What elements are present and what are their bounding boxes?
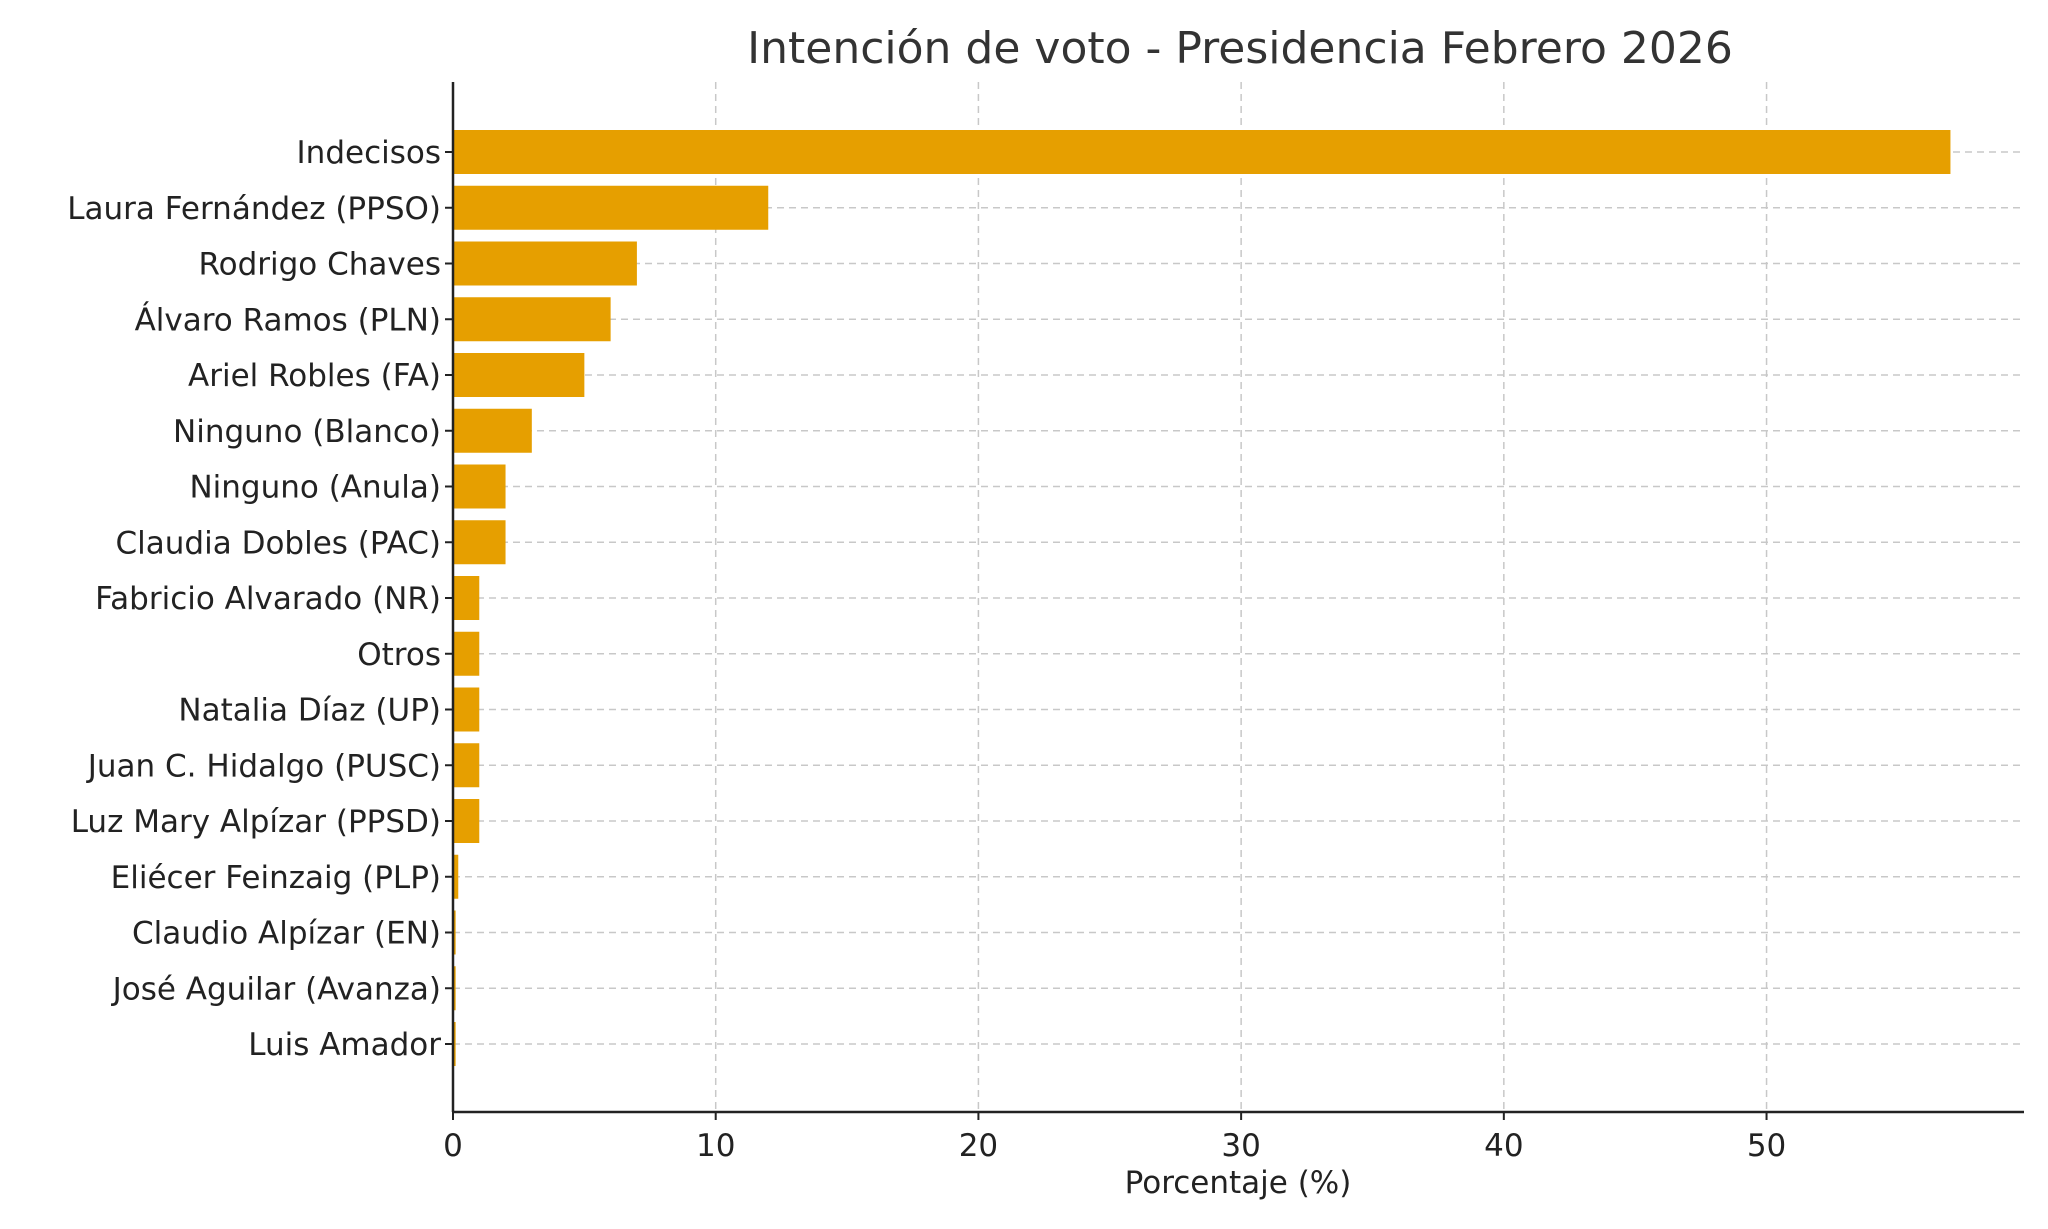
category-label: Claudio Alpízar (EN) [132, 916, 441, 952]
category-label: Ariel Robles (FA) [188, 358, 441, 394]
category-label: Fabricio Alvarado (NR) [95, 581, 441, 617]
x-tick-label: 30 [1221, 1128, 1260, 1164]
bar [453, 631, 480, 676]
bar [453, 576, 480, 620]
category-label: Eliécer Feinzaig (PLP) [111, 860, 441, 896]
bar [453, 353, 585, 397]
category-label: José Aguilar (Avanza) [111, 971, 441, 1007]
grid-lines [453, 82, 2024, 1112]
category-label: Rodrigo Chaves [198, 247, 441, 283]
category-label: Natalia Díaz (UP) [178, 693, 441, 729]
bars [453, 130, 1951, 1066]
x-tick-label: 10 [696, 1128, 735, 1164]
bar [453, 854, 459, 899]
category-label: Luz Mary Alpízar (PPSD) [71, 804, 441, 840]
bar [453, 297, 611, 342]
bar [453, 130, 1951, 174]
category-label: Claudia Dobles (PAC) [116, 525, 441, 561]
y-axis-ticks: Indecisos Laura Fernández (PPSO) Rodrigo C… [67, 135, 453, 1063]
bar [453, 520, 506, 565]
category-label: Álvaro Ramos (PLN) [135, 302, 441, 338]
x-tick-label: 40 [1484, 1128, 1523, 1164]
category-label: Otros [357, 637, 441, 673]
bar [453, 241, 637, 286]
bar [453, 408, 532, 453]
x-axis-ticks: 0 10 20 30 40 50 [443, 1112, 1786, 1164]
bar [453, 687, 480, 732]
x-tick-label: 50 [1747, 1128, 1786, 1164]
axes [451, 82, 2024, 1114]
category-label: Indecisos [297, 135, 441, 171]
chart-title: Intención de voto - Presidencia Febrero … [747, 23, 1733, 74]
bar [453, 910, 456, 955]
bar [453, 743, 480, 788]
category-label: Ninguno (Anula) [189, 470, 441, 506]
bar [453, 185, 769, 230]
category-label: Ninguno (Blanco) [173, 414, 441, 450]
x-tick-label: 0 [443, 1128, 463, 1164]
bar [453, 966, 456, 1011]
category-label: Laura Fernández (PPSO) [67, 191, 441, 227]
x-tick-label: 20 [959, 1128, 998, 1164]
bar [453, 464, 506, 509]
bar [453, 1022, 456, 1066]
bar [453, 799, 480, 843]
x-axis-label: Porcentaje (%) [1125, 1165, 1352, 1201]
category-label: Juan C. Hidalgo (PUSC) [86, 748, 441, 784]
category-label: Luis Amador [248, 1027, 441, 1063]
